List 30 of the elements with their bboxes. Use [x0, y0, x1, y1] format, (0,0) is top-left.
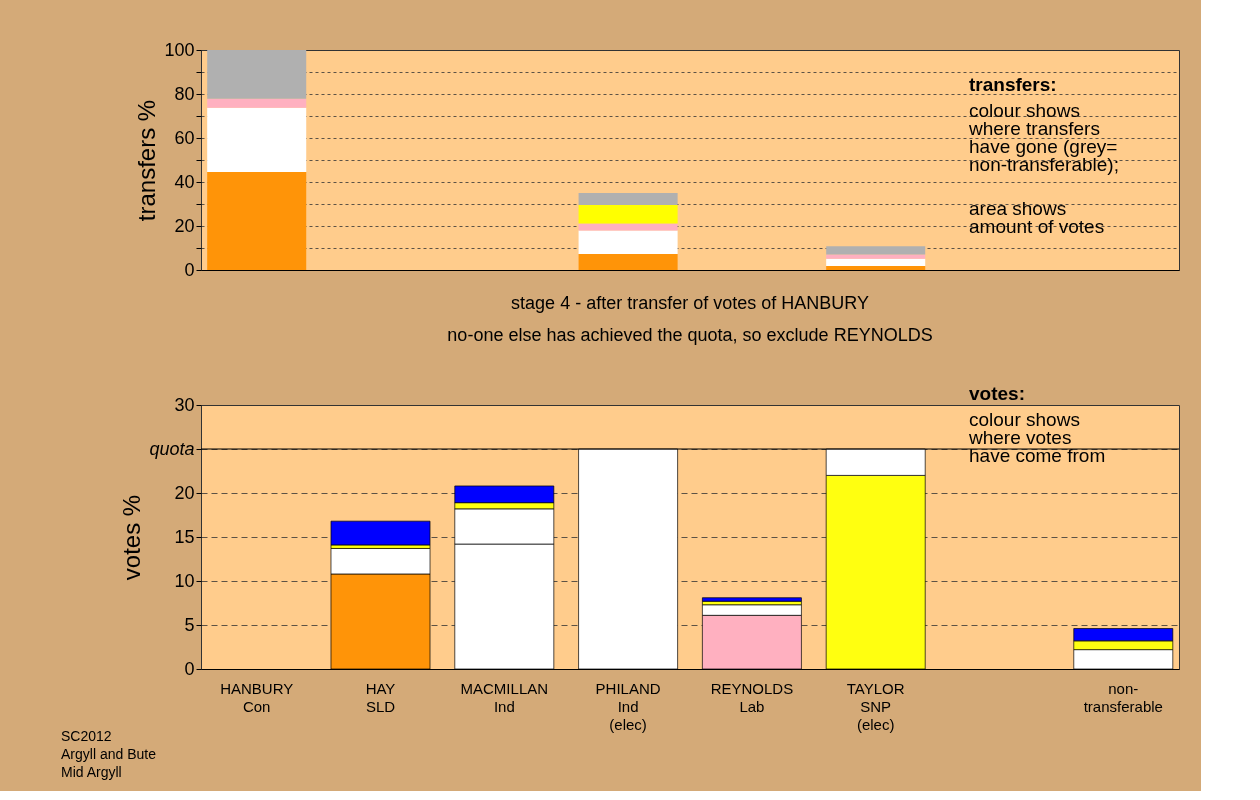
y-tick-label: quota — [149, 438, 195, 459]
y-axis-title: transfers % — [133, 99, 161, 222]
y-tick-label: 20 — [174, 215, 195, 236]
x-tick-label: HANBURY Con — [220, 679, 294, 715]
y-tick-label: 30 — [174, 394, 195, 415]
x-tick-label: TAYLOR SNP (elec) — [846, 679, 905, 733]
y-tick-label: 0 — [184, 658, 195, 679]
chart-subtitle: no-one else has achieved the quota, so exclude REYNOLDS — [447, 325, 933, 345]
chart-title: stage 4 - after transfer of votes of HANBURY — [511, 293, 869, 313]
annotation: transfers: — [969, 74, 1057, 95]
text: SC2012 Argyll and Bute Mid Argyll — [61, 728, 157, 780]
y-tick-label: 0 — [184, 259, 195, 280]
y-tick-label: 100 — [164, 39, 195, 60]
y-tick-label: 5 — [184, 614, 195, 635]
annotation: area shows amount of votes — [969, 198, 1105, 237]
y-tick-label: 10 — [174, 570, 195, 591]
text: votes: — [969, 383, 1025, 404]
x-tick-label: REYNOLDS Lab — [710, 679, 794, 715]
x-tick-label: PHILAND Ind (elec) — [595, 679, 661, 733]
y-tick-label: 40 — [174, 171, 195, 192]
annotation: colour shows where votes have come from — [968, 409, 1106, 466]
x-tick-label: non- transferable — [1083, 679, 1163, 715]
x-tick-label: HAY SLD — [365, 679, 396, 715]
y-tick-label: 80 — [174, 83, 195, 104]
y-tick-label: 20 — [174, 482, 195, 503]
y-tick-label: 60 — [174, 127, 195, 148]
y-tick-label: 15 — [174, 526, 195, 547]
annotation: colour shows where transfers have gone (grey= non-transferable); — [968, 100, 1119, 175]
y-axis-title: votes % — [118, 494, 146, 581]
x-tick-label: MACMILLAN Ind — [460, 679, 549, 715]
